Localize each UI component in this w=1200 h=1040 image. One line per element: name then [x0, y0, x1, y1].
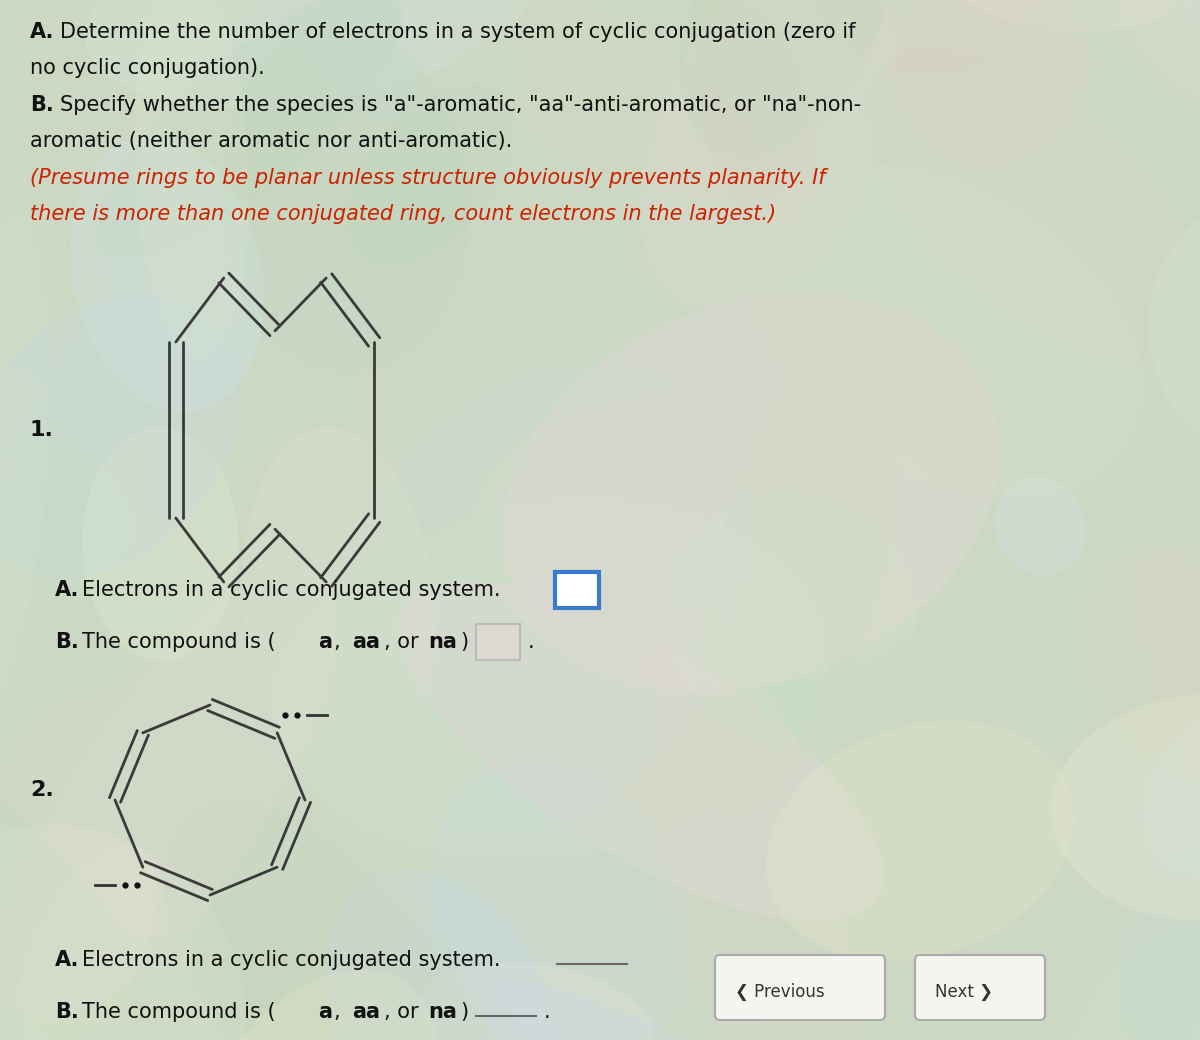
Ellipse shape: [0, 0, 50, 458]
Text: (Presume rings to be planar unless structure obviously prevents planarity. If: (Presume rings to be planar unless struc…: [30, 168, 826, 188]
Text: B.: B.: [30, 95, 54, 115]
Ellipse shape: [18, 844, 157, 1040]
Text: na: na: [428, 1002, 457, 1022]
Ellipse shape: [1121, 0, 1200, 141]
Ellipse shape: [274, 501, 828, 862]
Ellipse shape: [1057, 922, 1200, 1040]
Text: aa: aa: [352, 1002, 380, 1022]
Ellipse shape: [868, 47, 1200, 363]
Ellipse shape: [330, 362, 746, 834]
Ellipse shape: [679, 0, 890, 156]
FancyBboxPatch shape: [715, 955, 886, 1020]
Ellipse shape: [1163, 0, 1200, 27]
Ellipse shape: [344, 85, 515, 265]
Text: there is more than one conjugated ring, count electrons in the largest.): there is more than one conjugated ring, …: [30, 204, 776, 224]
Text: a: a: [318, 632, 332, 652]
Ellipse shape: [164, 801, 528, 1040]
Ellipse shape: [382, 898, 762, 1040]
Ellipse shape: [0, 213, 74, 468]
Text: Determine the number of electrons in a system of cyclic conjugation (zero if: Determine the number of electrons in a s…: [60, 22, 856, 42]
Text: aa: aa: [352, 632, 380, 652]
Ellipse shape: [1139, 693, 1200, 880]
Ellipse shape: [192, 886, 538, 1040]
Ellipse shape: [70, 136, 264, 413]
Ellipse shape: [1122, 838, 1200, 1040]
Ellipse shape: [1051, 694, 1200, 921]
Ellipse shape: [694, 319, 904, 817]
Text: B.: B.: [55, 1002, 79, 1022]
Text: a: a: [318, 1002, 332, 1022]
Ellipse shape: [667, 492, 916, 749]
Ellipse shape: [1129, 547, 1200, 935]
Ellipse shape: [420, 963, 653, 1040]
Ellipse shape: [484, 983, 857, 1040]
Ellipse shape: [890, 0, 1088, 172]
Ellipse shape: [640, 0, 896, 310]
Ellipse shape: [324, 869, 562, 1040]
Ellipse shape: [108, 0, 532, 374]
FancyBboxPatch shape: [554, 572, 599, 608]
Text: na: na: [428, 632, 457, 652]
Text: aromatic (neither aromatic nor anti-aromatic).: aromatic (neither aromatic nor anti-arom…: [30, 131, 512, 151]
Ellipse shape: [0, 379, 139, 645]
Text: ❮ Previous: ❮ Previous: [734, 983, 824, 1000]
Ellipse shape: [1164, 0, 1200, 63]
Ellipse shape: [398, 580, 883, 921]
Ellipse shape: [0, 365, 48, 855]
Ellipse shape: [647, 604, 856, 1040]
Text: , or: , or: [384, 1002, 425, 1022]
Text: A.: A.: [55, 580, 79, 600]
Ellipse shape: [766, 721, 1074, 961]
Text: A.: A.: [30, 22, 54, 42]
Text: , or: , or: [384, 632, 425, 652]
Ellipse shape: [0, 296, 241, 578]
Text: ,: ,: [334, 632, 347, 652]
Ellipse shape: [502, 293, 1000, 693]
Ellipse shape: [94, 0, 402, 260]
Ellipse shape: [914, 0, 1200, 32]
Text: A.: A.: [55, 950, 79, 970]
Text: Electrons in a cyclic conjugated system.: Electrons in a cyclic conjugated system.: [82, 950, 500, 970]
Ellipse shape: [134, 0, 248, 359]
Ellipse shape: [83, 426, 239, 661]
Ellipse shape: [431, 760, 689, 1040]
Ellipse shape: [172, 0, 414, 121]
Text: B.: B.: [55, 632, 79, 652]
Ellipse shape: [432, 0, 768, 200]
Ellipse shape: [1193, 834, 1200, 1040]
Ellipse shape: [181, 969, 440, 1040]
Ellipse shape: [1148, 189, 1200, 466]
Text: ): ): [460, 1002, 468, 1022]
Ellipse shape: [85, 0, 542, 108]
Text: Next ❯: Next ❯: [935, 983, 994, 1000]
Ellipse shape: [6, 567, 336, 1019]
Text: .: .: [544, 1002, 551, 1022]
Text: .: .: [528, 632, 535, 652]
Text: no cyclic conjugation).: no cyclic conjugation).: [30, 58, 265, 78]
Ellipse shape: [242, 427, 436, 785]
Ellipse shape: [0, 683, 193, 1040]
Ellipse shape: [748, 163, 1145, 498]
Ellipse shape: [694, 0, 816, 224]
Text: ,: ,: [334, 1002, 347, 1022]
FancyBboxPatch shape: [916, 955, 1045, 1020]
FancyBboxPatch shape: [476, 624, 520, 660]
Ellipse shape: [782, 0, 1050, 77]
Text: Specify whether the species is "a"-aromatic, "aa"-anti-aromatic, or "na"-non-: Specify whether the species is "a"-aroma…: [60, 95, 862, 115]
Ellipse shape: [0, 316, 170, 619]
Ellipse shape: [0, 693, 232, 943]
Ellipse shape: [216, 27, 470, 372]
Text: The compound is (: The compound is (: [82, 1002, 276, 1022]
Text: Electrons in a cyclic conjugated system.: Electrons in a cyclic conjugated system.: [82, 580, 500, 600]
Ellipse shape: [995, 476, 1086, 575]
Ellipse shape: [407, 265, 690, 462]
Text: 2.: 2.: [30, 780, 54, 800]
Ellipse shape: [470, 390, 958, 686]
Text: ): ): [460, 632, 468, 652]
Ellipse shape: [0, 825, 246, 1040]
Ellipse shape: [1094, 544, 1200, 792]
Text: 1.: 1.: [30, 420, 54, 440]
Text: The compound is (: The compound is (: [82, 632, 276, 652]
